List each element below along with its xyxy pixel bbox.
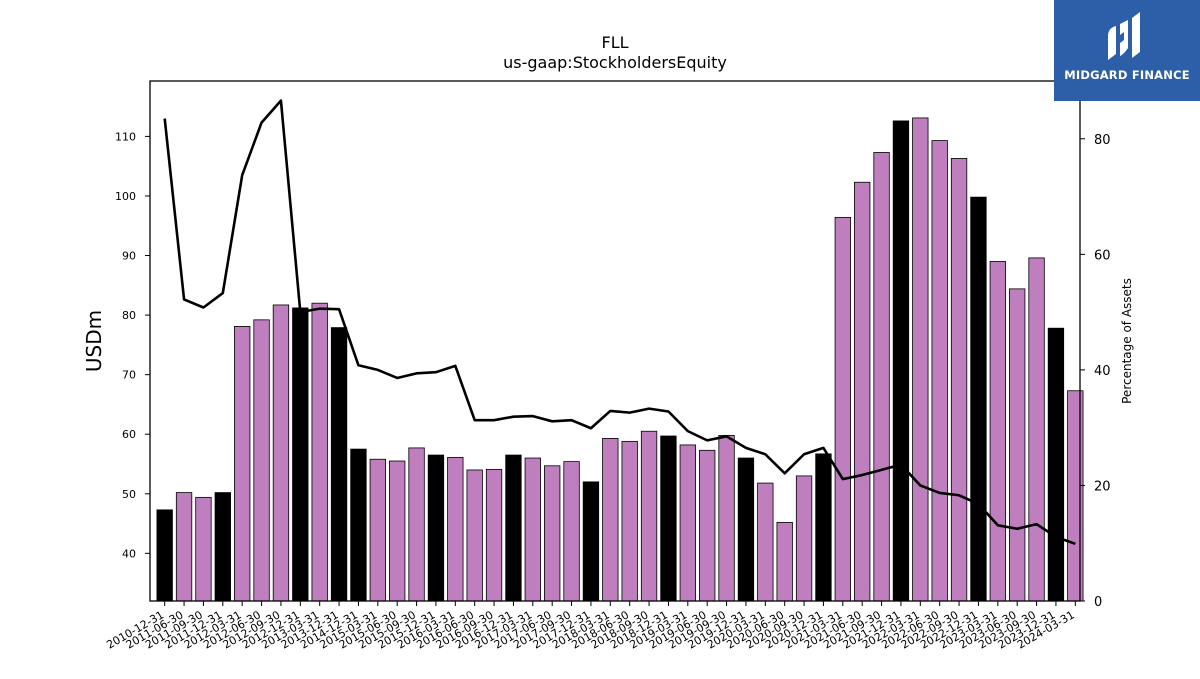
- bar-2016-06-30: [466, 469, 483, 602]
- bar-2023-12-31: [1047, 327, 1065, 602]
- bar-2018-03-31: [602, 437, 619, 602]
- bar-2023-03-31: [989, 261, 1006, 602]
- bar-2016-03-31: [447, 457, 464, 602]
- bar-2021-09-30: [873, 152, 890, 602]
- bar-2023-09-30: [1028, 257, 1045, 602]
- y2-tick-label: 80: [1094, 133, 1111, 148]
- bar-2012-03-31: [234, 326, 251, 602]
- bar-2020-12-31: [815, 453, 832, 602]
- bar-2014-12-31: [350, 448, 367, 602]
- bar-2016-12-31: [505, 454, 522, 602]
- bar-2019-03-31: [679, 444, 696, 602]
- bar-group: [156, 117, 1084, 602]
- bar-2010-12-31: [156, 509, 173, 602]
- bar-2022-12-31: [970, 196, 987, 602]
- bar-2017-03-31: [524, 457, 541, 602]
- bar-2011-06-30: [175, 492, 193, 602]
- bar-2019-12-31: [737, 457, 755, 602]
- y-tick-label: 100: [115, 190, 136, 203]
- y2-axis-label: Percentage of Assets: [1120, 278, 1134, 404]
- line-group: [163, 99, 1076, 546]
- chart-subtitle: us-gaap:StockholdersEquity: [503, 53, 727, 72]
- logo-text: MIDGARD FINANCE: [1064, 68, 1190, 82]
- bar-2022-03-31: [912, 117, 929, 602]
- y-tick-label: 60: [122, 428, 136, 441]
- bar-2024-03-31: [1067, 390, 1084, 602]
- y-tick-label: 90: [122, 250, 136, 263]
- bar-2020-06-30: [776, 521, 793, 602]
- y2-tick-label: 40: [1094, 364, 1111, 379]
- y-tick-label: 50: [122, 488, 136, 501]
- brand-logo: MIDGARD FINANCE: [1054, 0, 1200, 101]
- y-axis-label: USDm: [82, 310, 106, 372]
- midgard-logo-icon: [1108, 12, 1140, 60]
- bar-2018-12-31: [660, 435, 677, 602]
- plot-frame: [149, 80, 1081, 602]
- bar-2011-12-31: [214, 492, 231, 602]
- y-tick-label: 80: [122, 309, 136, 322]
- bar-2019-06-30: [699, 449, 716, 602]
- axes-group: 4050607080901001100204060802010-12-31201…: [104, 80, 1111, 652]
- bar-2015-09-30: [408, 447, 425, 602]
- y2-tick-label: 0: [1094, 595, 1102, 610]
- bar-2017-06-30: [544, 465, 561, 602]
- bar-2022-06-30: [931, 140, 948, 602]
- y-tick-label: 110: [115, 130, 136, 143]
- bar-2015-06-30: [389, 460, 406, 602]
- bar-2022-09-30: [950, 158, 968, 602]
- bar-2012-06-30: [253, 319, 270, 602]
- bar-2018-06-30: [621, 440, 638, 602]
- bar-2021-12-31: [892, 120, 910, 602]
- y2-tick-label: 20: [1094, 479, 1111, 494]
- bar-2013-12-31: [330, 327, 348, 602]
- bar-2017-12-31: [582, 481, 600, 602]
- chart-title: FLL: [601, 33, 628, 52]
- series-line: [163, 99, 1076, 546]
- y-tick-label: 40: [122, 547, 136, 560]
- bar-2020-09-30: [795, 475, 813, 602]
- bar-2011-09-30: [195, 496, 212, 602]
- bar-2021-03-31: [834, 216, 851, 602]
- bar-2015-12-31: [427, 454, 445, 602]
- bar-2018-09-30: [640, 430, 658, 602]
- y2-tick-label: 60: [1094, 248, 1111, 263]
- bar-2023-06-30: [1009, 288, 1026, 602]
- bar-2020-03-31: [757, 482, 774, 602]
- bar-2015-03-31: [369, 458, 386, 602]
- bar-2017-09-30: [563, 461, 580, 602]
- bar-2021-06-30: [854, 181, 871, 602]
- bar-2012-12-31: [292, 307, 309, 602]
- bar-2016-09-30: [485, 468, 503, 602]
- bar-2013-03-31: [311, 302, 328, 602]
- bar-2019-09-30: [718, 435, 735, 602]
- bar-2012-09-30: [272, 304, 290, 602]
- y-tick-label: 70: [122, 369, 136, 382]
